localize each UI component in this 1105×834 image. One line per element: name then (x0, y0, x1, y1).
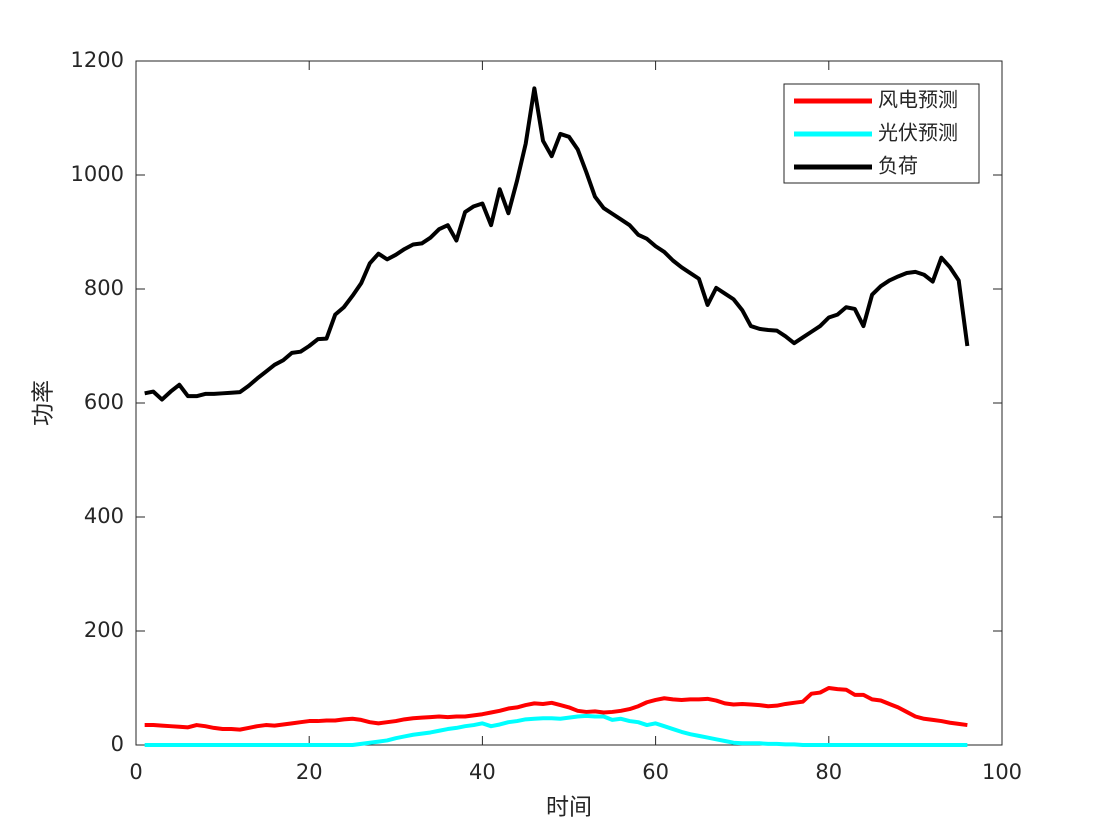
y-tick-label: 200 (84, 618, 124, 642)
y-tick-label: 800 (84, 276, 124, 300)
x-tick-label: 80 (815, 760, 842, 784)
legend-label: 负荷 (878, 154, 918, 178)
x-tick-label: 20 (296, 760, 323, 784)
x-tick-label: 100 (982, 760, 1022, 784)
line (144, 713, 968, 747)
y-tick-label: 1200 (71, 48, 124, 72)
y-tick-label: 1000 (71, 162, 124, 186)
line (144, 686, 968, 732)
y-tick-label: 400 (84, 504, 124, 528)
y-tick-label: 600 (84, 390, 124, 414)
x-tick-label: 60 (642, 760, 669, 784)
x-tick-label: 40 (469, 760, 496, 784)
legend-label: 光伏预测 (878, 121, 958, 145)
y-axis-label: 功率 (31, 380, 57, 426)
y-tick-label: 0 (111, 732, 124, 756)
line (144, 86, 970, 402)
x-tick-label: 0 (129, 760, 142, 784)
x-axis-label: 时间 (546, 795, 592, 821)
legend-label: 风电预测 (878, 88, 958, 112)
